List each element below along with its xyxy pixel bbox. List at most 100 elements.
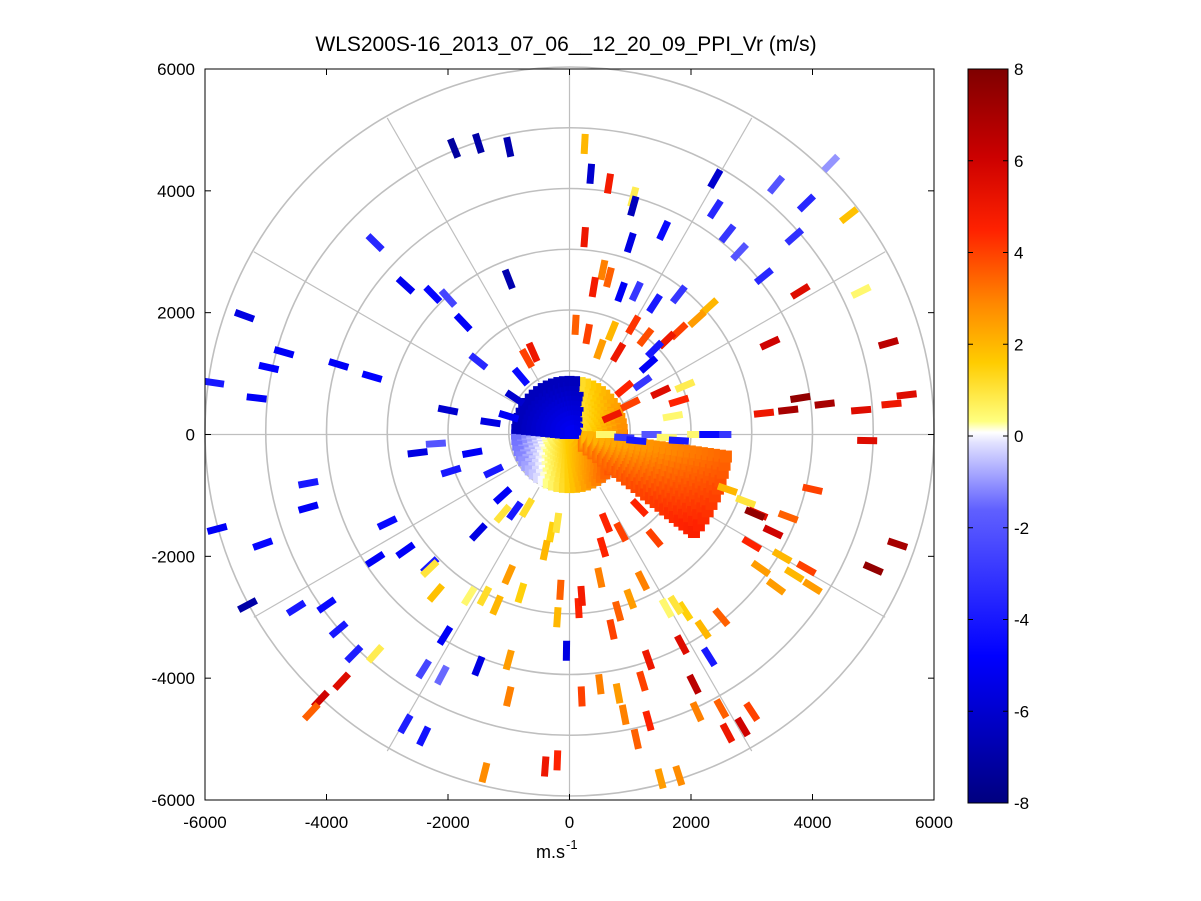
velocity-point — [478, 762, 491, 784]
velocity-point — [344, 644, 364, 664]
velocity-point — [416, 725, 432, 747]
velocity-point — [735, 494, 757, 509]
velocity-point — [480, 417, 501, 428]
azimuth-spoke-60 — [621, 251, 886, 405]
velocity-point — [514, 582, 528, 604]
velocity-point — [626, 436, 647, 445]
velocity-point — [686, 673, 702, 695]
velocity-point — [539, 539, 551, 561]
colorbar-gradient — [967, 68, 1009, 804]
velocity-point — [689, 701, 705, 723]
velocity-point — [642, 710, 655, 732]
velocity-point — [628, 280, 644, 302]
near-field-cell — [515, 407, 526, 418]
velocity-point — [699, 297, 719, 316]
near-field-cell — [558, 482, 569, 493]
azimuth-spoke-300 — [253, 251, 518, 405]
velocity-point — [638, 355, 659, 374]
velocity-point — [603, 266, 615, 288]
near-field-cell — [553, 377, 564, 388]
velocity-point — [316, 596, 337, 614]
velocity-point — [641, 431, 662, 438]
velocity-point — [397, 713, 414, 735]
velocity-point — [423, 284, 443, 304]
velocity-point — [838, 206, 859, 225]
velocity-point — [753, 267, 774, 286]
velocity-point — [730, 242, 749, 262]
velocity-point — [623, 588, 638, 610]
velocity-point — [789, 392, 811, 403]
plot-axes: -6000 -4000 -2000 0 2000 4000 6000 6000 4000 200… — [152, 60, 953, 832]
velocity-point — [580, 133, 589, 155]
near-field-cell — [513, 446, 524, 457]
near-field-cell — [586, 380, 597, 391]
velocity-point — [784, 227, 805, 246]
velocity-point — [476, 585, 493, 607]
velocity-point — [614, 379, 635, 398]
near-field-cell — [547, 480, 558, 491]
velocity-point — [595, 431, 616, 438]
velocity-point — [606, 618, 618, 640]
x-axis-label: m.s — [536, 842, 565, 862]
velocity-point — [468, 522, 488, 542]
velocity-point — [426, 582, 445, 603]
y-tick-label: -2000 — [152, 547, 195, 566]
velocity-point — [501, 564, 516, 586]
velocity-point — [415, 658, 432, 680]
velocity-point — [571, 314, 580, 336]
velocity-point — [613, 521, 629, 543]
velocity-point — [674, 378, 696, 393]
azimuth-spoke-240 — [253, 464, 518, 618]
velocity-point — [586, 163, 596, 185]
velocity-point — [420, 559, 440, 578]
velocity-point — [676, 600, 694, 622]
velocity-point — [593, 338, 607, 360]
velocity-point — [503, 685, 515, 707]
azimuth-spoke-30 — [599, 117, 753, 383]
x-axis-label-exponent: -1 — [566, 837, 578, 852]
velocity-point — [734, 716, 751, 738]
velocity-point — [629, 497, 649, 518]
velocity-point — [650, 384, 672, 400]
near-field-cell — [575, 377, 586, 388]
velocity-point — [440, 464, 462, 478]
velocity-point — [562, 640, 571, 661]
near-field-cell — [615, 412, 626, 423]
velocity-point — [597, 259, 609, 281]
x-axis: -6000 -4000 -2000 0 2000 4000 6000 — [183, 69, 953, 832]
x-tick-label: 6000 — [915, 813, 953, 832]
velocity-point — [233, 308, 256, 323]
y-tick-label: 2000 — [157, 304, 195, 323]
colorbar-tick-label: 0 — [1014, 427, 1023, 446]
velocity-point — [483, 463, 505, 479]
near-field-cell — [511, 435, 522, 446]
velocity-point — [821, 153, 841, 174]
y-tick-label: 6000 — [157, 60, 195, 79]
velocity-point — [598, 512, 614, 534]
velocity-point — [301, 701, 321, 722]
velocity-point — [645, 528, 664, 549]
velocity-point — [425, 439, 447, 448]
velocity-point — [687, 431, 708, 438]
colorbar-tick-label: 8 — [1014, 60, 1023, 79]
velocity-point — [623, 232, 637, 254]
velocity-point — [577, 686, 586, 707]
velocity-point — [857, 436, 878, 445]
velocity-point — [492, 486, 513, 505]
velocity-point — [741, 536, 763, 553]
velocity-point — [603, 173, 615, 194]
velocity-point — [437, 404, 459, 416]
velocity-point — [783, 566, 805, 583]
velocity-point — [332, 671, 352, 691]
velocity-point — [625, 314, 642, 336]
velocity-point — [850, 405, 872, 415]
velocity-point — [577, 585, 586, 607]
near-field-cell — [616, 418, 627, 429]
near-field-velocity-field — [511, 375, 732, 539]
y-tick-label: -4000 — [152, 669, 195, 688]
velocity-point — [627, 195, 640, 217]
velocity-point — [716, 482, 739, 496]
velocity-point — [672, 765, 686, 787]
velocity-point — [434, 664, 450, 686]
velocity-point — [771, 548, 793, 565]
